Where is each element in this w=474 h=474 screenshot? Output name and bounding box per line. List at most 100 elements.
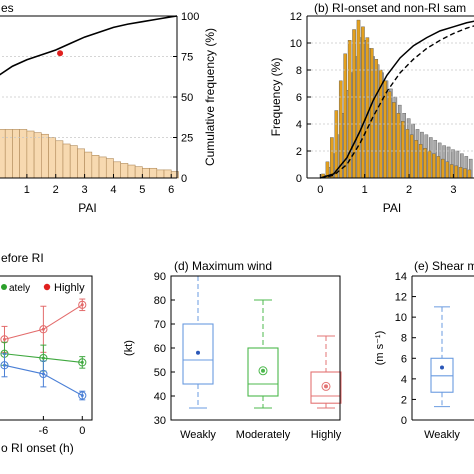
panel-d (170, 275, 342, 421)
panel-c-point-ring (39, 369, 48, 379)
panel-a-bar (62, 143, 71, 179)
panel-b-y-tick-label: 8 (296, 65, 302, 77)
panel-a-bar (0, 129, 6, 179)
panel-b-bar (361, 26, 365, 179)
panel-b-bar (396, 112, 401, 179)
panel-d-y-tick-label: 50 (154, 367, 166, 379)
panel-d-category-label: Highly (311, 429, 342, 441)
panel-e-title: (e) Shear m (414, 259, 474, 273)
panel-b-bar (418, 144, 423, 179)
panel-b-bar (401, 121, 405, 179)
panel-b-bar (436, 156, 441, 179)
panel-c-frame (0, 275, 93, 421)
panel-b-x-tick-label: 3 (450, 184, 456, 196)
panel-a-cumulative-line (0, 15, 178, 76)
panel-b-bar (423, 148, 427, 179)
panel-e-category-label: Weakly (424, 429, 460, 441)
panel-a-bar (120, 163, 129, 179)
panel-a-bar (33, 132, 42, 179)
panel-c-point (41, 327, 45, 331)
panel-e-y-tick-label: 4 (401, 374, 407, 386)
panel-a-y-tick-label: 50 (181, 92, 193, 104)
panel-b-bar (467, 169, 472, 179)
panel-b-bar (370, 48, 374, 179)
panel-a-bar (163, 169, 172, 179)
panel-c-point (41, 356, 45, 360)
panel-a-bar (98, 156, 107, 179)
panel-e (411, 275, 474, 421)
panel-b-x-tick-label: 1 (362, 184, 368, 196)
panel-b-bar (330, 137, 334, 179)
panel-b-bar (432, 153, 436, 179)
panel-a-bar (84, 151, 93, 179)
panel-b-title: (b) RI-onset and non-RI sam (314, 1, 466, 15)
panel-c-legend-swatch (43, 283, 51, 291)
panel-a-x-tick-label: 3 (82, 184, 88, 196)
panel-a-y-tick-label: 25 (181, 133, 193, 145)
panel-c-xlabel: o RI onset (h) (1, 441, 74, 455)
panel-b-y-tick-label: 6 (296, 92, 302, 104)
panel-c-point (80, 360, 84, 364)
panel-c (0, 275, 93, 421)
panel-a-bar (12, 129, 20, 179)
panel-a-bar (105, 158, 114, 179)
panel-d-box (182, 323, 214, 385)
panel-a-y-tick-label: 0 (181, 173, 187, 185)
panel-d-category-label: Moderately (236, 429, 291, 441)
panel-b-bar (463, 168, 467, 179)
panel-b-y-tick-label: 0 (296, 173, 302, 185)
panel-a-marker (57, 50, 64, 57)
panel-a-bar (69, 145, 78, 179)
panel-b-bar (427, 150, 432, 179)
panel-d-y-tick-label: 40 (154, 391, 166, 403)
panel-a-xlabel: PAI (78, 201, 96, 215)
panel-b-bar (347, 40, 352, 179)
panel-b-bar (405, 129, 410, 179)
panel-c-legend-swatch (1, 284, 7, 290)
panel-a-bar (149, 167, 158, 179)
panel-b-bar (414, 139, 418, 179)
panel-b-bar (454, 165, 458, 179)
panel-c-point (41, 372, 45, 376)
panel-a-title: es (1, 1, 14, 15)
panel-a-bar (48, 137, 57, 179)
panel-b-bar (392, 102, 396, 179)
panel-a-ylabel: Cumulative frequency (%) (203, 28, 217, 166)
panel-c-point (80, 303, 84, 307)
panel-e-y-tick-label: 10 (395, 312, 407, 324)
panel-b-y-tick-label: 12 (290, 11, 302, 23)
panel-d-category-label: Weakly (180, 429, 216, 441)
panel-b-bar (374, 59, 379, 179)
panel-b-bar (440, 158, 445, 179)
panel-e-y-tick-label: 12 (395, 292, 407, 304)
panel-a-bar (41, 133, 49, 179)
panel-a-x-tick-label: 1 (24, 184, 30, 196)
panel-d-mean (196, 350, 200, 355)
panel-b-bar (449, 164, 454, 179)
panel-a-bar (19, 129, 28, 179)
panel-e-mean (440, 365, 444, 370)
panel-a-x-tick-label: 4 (110, 184, 116, 196)
panel-a-bar (77, 148, 85, 179)
panel-b-bar (365, 37, 370, 179)
panel-a-bar (4, 129, 13, 179)
panel-b-bar (383, 80, 387, 179)
panel-a-bar (55, 140, 64, 179)
panel-b-y-tick-label: 4 (296, 119, 302, 131)
panel-c-point-ring (78, 300, 87, 309)
panel-d-y-tick-label: 80 (154, 295, 166, 307)
panel-a-bar (91, 155, 100, 179)
panel-a-bar (113, 161, 122, 179)
panel-c-point-ring (78, 358, 87, 367)
panel-b-x-tick-label: 0 (317, 184, 323, 196)
panel-b-xlabel: PAI (383, 201, 401, 215)
panel-d-y-tick-label: 70 (154, 319, 166, 331)
panel-d-mean (261, 368, 265, 373)
panel-a-bar (142, 167, 150, 179)
panel-b-bar (334, 110, 339, 179)
panel-c-point-ring (78, 391, 87, 400)
panel-d-mean-ring (321, 381, 331, 391)
panel-b-y-tick-label: 2 (296, 146, 302, 158)
panel-b-y-tick-label: 10 (290, 38, 302, 50)
